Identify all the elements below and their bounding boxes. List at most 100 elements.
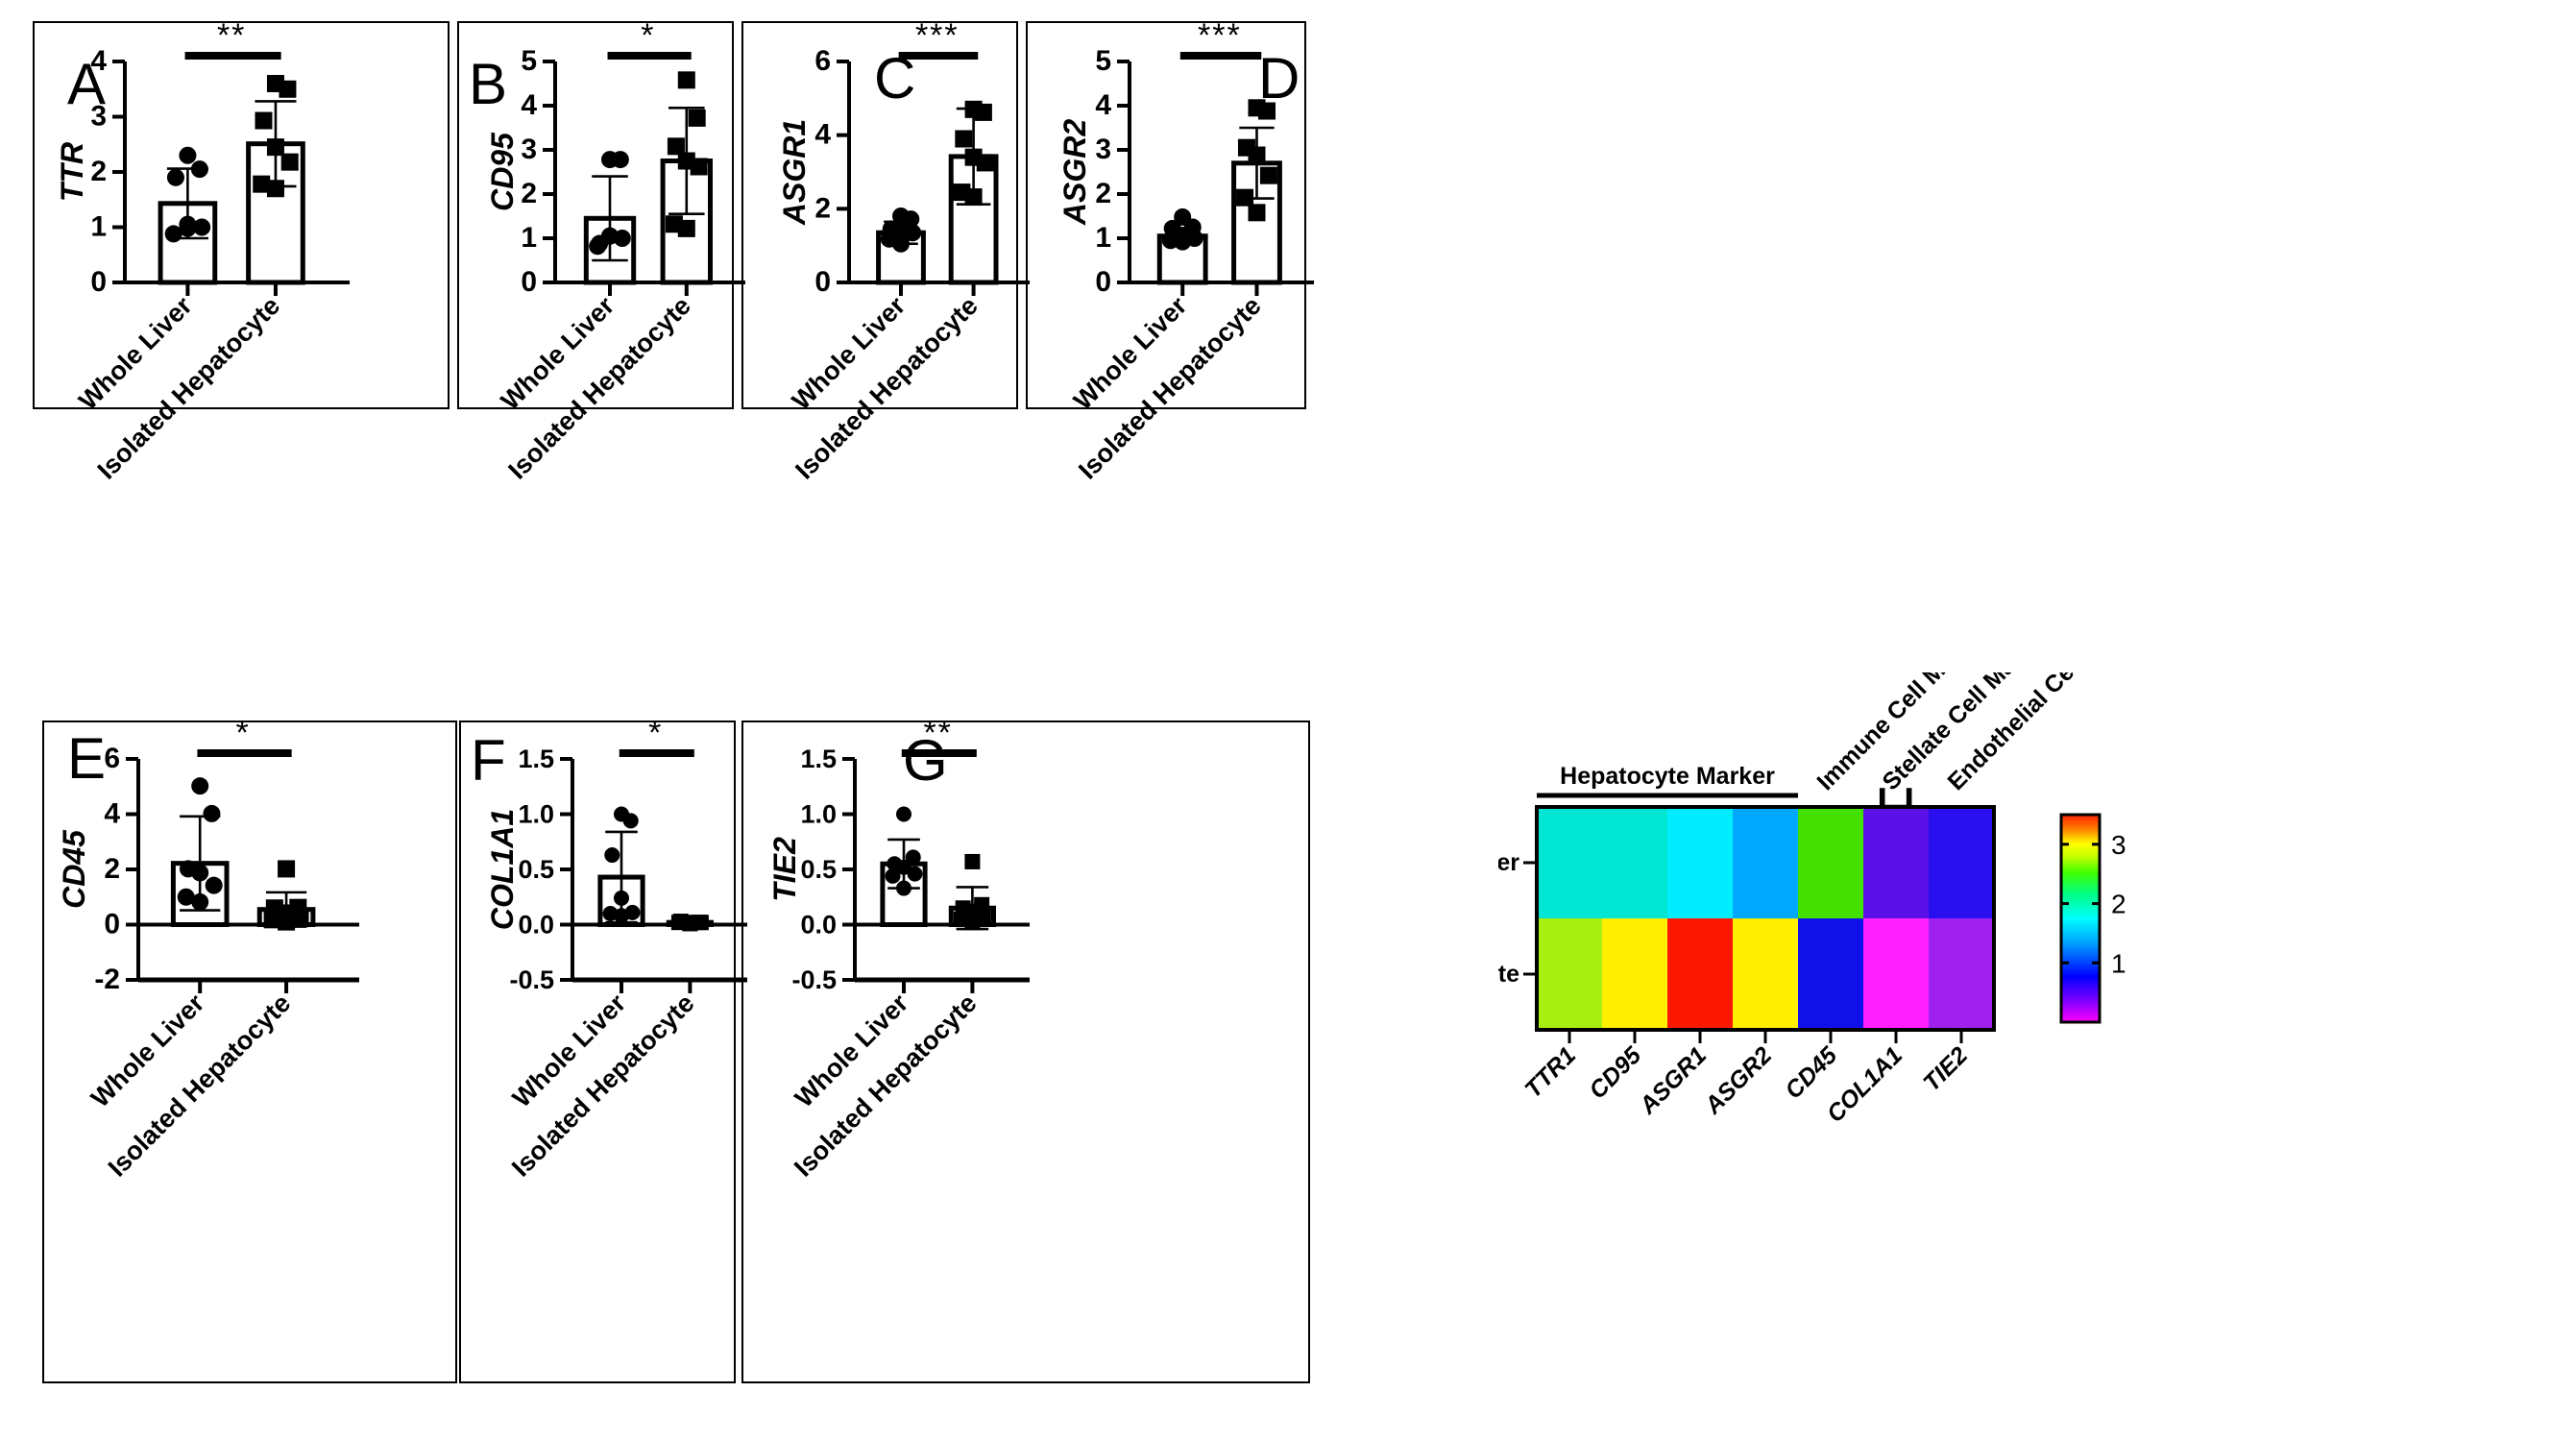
panel-frame-a — [33, 21, 450, 409]
chart-f: -0.5 0.0 0.5 1.0 1.5 COL1A1 * Whole Liver Isolat… — [459, 720, 747, 1383]
heatmap-col-label: ASGR2 — [1699, 1041, 1777, 1119]
y-tick-label: 0.0 — [518, 911, 554, 940]
y-tick-label: 3 — [1095, 134, 1111, 165]
data-point — [191, 777, 209, 795]
heatmap-col-label: ASGR1 — [1634, 1041, 1712, 1119]
y-tick-label: 2 — [521, 178, 537, 209]
data-point — [602, 906, 619, 921]
significance-label: ** — [217, 21, 246, 54]
colorbar-tick-label: 1 — [2111, 948, 2126, 978]
data-point — [164, 225, 182, 243]
data-point — [964, 853, 981, 869]
significance-label: *** — [915, 21, 960, 54]
heatmap-cell — [1667, 918, 1733, 1030]
y-axis-title: TTR — [55, 142, 89, 202]
chart-d: 0 1 2 3 4 5 ASGR2 *** Whole Liver Isolated Hepato… — [1026, 21, 1314, 598]
significance-label: * — [236, 720, 251, 751]
y-tick-label: 0.5 — [518, 855, 554, 884]
y-tick-label: 0 — [814, 266, 831, 298]
y-tick-label: 5 — [521, 45, 537, 77]
heatmap-col-label: CD95 — [1584, 1041, 1647, 1105]
panel-label-f: F — [471, 728, 506, 793]
heatmap-cell — [1537, 918, 1602, 1030]
chart-c: 0 2 4 6 ASGR1 *** Whole Liver Isolated Hepatocy… — [741, 21, 1030, 598]
colorbar-tick-label: 3 — [2111, 830, 2126, 860]
data-point — [1174, 208, 1192, 226]
significance-label: ** — [923, 720, 952, 751]
chart-g: -0.5 0.0 0.5 1.0 1.5 TIE2 ** Whole Liver Isolate… — [741, 720, 1030, 1383]
data-point — [1248, 99, 1266, 117]
significance-label: *** — [1198, 21, 1242, 54]
y-tick-label: 0.0 — [800, 911, 837, 940]
heatmap-col-label: TTR1 — [1519, 1041, 1581, 1103]
y-tick-label: 4 — [1095, 89, 1111, 121]
data-point — [887, 856, 903, 872]
panel-frame-c — [741, 21, 1018, 409]
heatmap-cell — [1863, 807, 1929, 918]
y-tick-label: 1.5 — [800, 745, 837, 773]
data-point — [265, 899, 283, 917]
data-point — [1163, 219, 1181, 237]
heatmap-row-label: Whole Liver — [1498, 849, 1519, 876]
y-axis-title: ASGR1 — [777, 119, 812, 226]
data-point — [955, 130, 973, 148]
data-point — [892, 208, 910, 225]
data-point — [1248, 204, 1266, 222]
data-point — [614, 806, 629, 822]
data-point — [896, 806, 911, 822]
heatmap-cell — [1733, 807, 1798, 918]
data-point — [896, 880, 911, 896]
y-tick-label: 2 — [104, 853, 120, 885]
panel-label-b: B — [469, 52, 508, 116]
data-point — [191, 892, 209, 911]
data-point — [266, 180, 284, 198]
heatmap-cell — [1798, 918, 1863, 1030]
data-point — [280, 153, 299, 171]
chart-a: 0 1 2 3 4 TTR ** Whole Liver Isolated Hepatocyte — [33, 21, 450, 598]
data-point — [964, 148, 983, 166]
y-tick-label: 2 — [1095, 178, 1111, 209]
y-tick-label: 0 — [521, 266, 537, 298]
data-point — [688, 109, 706, 127]
heatmap-cell — [1929, 918, 1994, 1030]
panel-label-d: D — [1258, 46, 1300, 110]
heatmap-cell — [1798, 807, 1863, 918]
y-tick-label: -0.5 — [509, 965, 554, 994]
data-point — [166, 168, 184, 186]
y-tick-label: 6 — [104, 743, 120, 774]
data-point — [624, 904, 641, 920]
y-tick-label: 1 — [90, 211, 107, 243]
y-axis-title: COL1A1 — [485, 809, 520, 930]
data-point — [193, 218, 211, 236]
data-point — [677, 152, 695, 170]
heatmap-cell — [1667, 807, 1733, 918]
y-tick-label: 2 — [814, 192, 831, 224]
data-point — [964, 100, 983, 118]
data-point — [179, 219, 197, 237]
y-tick-label: 1.5 — [518, 745, 554, 773]
y-tick-label: -0.5 — [791, 965, 837, 994]
heatmap-cell — [1733, 918, 1798, 1030]
data-point — [974, 896, 990, 913]
y-axis-title: CD95 — [485, 132, 520, 211]
data-point — [1259, 166, 1277, 184]
data-point — [177, 888, 195, 906]
data-point — [266, 75, 284, 92]
y-tick-label: 3 — [90, 101, 107, 133]
y-tick-label: 0 — [1095, 266, 1111, 298]
y-axis-title: TIE2 — [767, 837, 802, 902]
data-point — [614, 890, 629, 906]
data-point — [953, 183, 971, 202]
heatmap-cell — [1602, 807, 1667, 918]
y-tick-label: 1.0 — [518, 800, 554, 829]
colorbar — [2059, 813, 2102, 1024]
data-point — [179, 146, 197, 164]
y-tick-label: 1.0 — [800, 800, 837, 829]
data-point — [1236, 188, 1254, 207]
data-point — [905, 849, 921, 866]
heatmap-cell — [1602, 918, 1667, 1030]
significance-label: * — [641, 21, 655, 54]
data-point — [179, 860, 197, 878]
panel-label-e: E — [67, 726, 107, 791]
